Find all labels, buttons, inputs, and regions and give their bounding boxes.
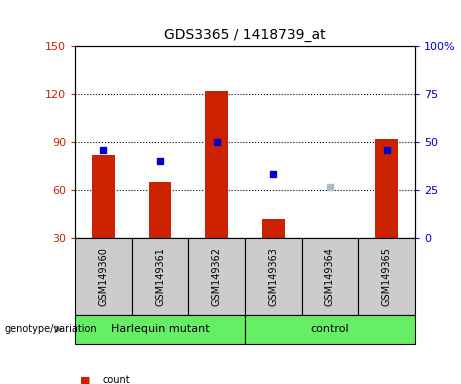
Text: GSM149361: GSM149361	[155, 247, 165, 306]
Bar	[301, 238, 358, 315]
Bar	[319, 238, 341, 282]
Title: GDS3365 / 1418739_at: GDS3365 / 1418739_at	[164, 28, 326, 42]
Bar	[75, 238, 132, 315]
Bar	[92, 155, 115, 238]
Bar	[75, 315, 245, 344]
Text: count: count	[103, 375, 130, 384]
Bar	[245, 238, 301, 315]
Text: genotype/variation: genotype/variation	[5, 324, 97, 334]
Text: GSM149362: GSM149362	[212, 247, 222, 306]
Bar	[149, 182, 171, 238]
Bar	[132, 238, 189, 315]
Bar	[245, 315, 415, 344]
Text: GSM149365: GSM149365	[382, 247, 391, 306]
Bar	[262, 219, 284, 238]
Text: control: control	[311, 324, 349, 334]
Text: GSM149360: GSM149360	[99, 247, 108, 306]
Bar	[358, 238, 415, 315]
Bar	[375, 139, 398, 238]
Text: GSM149363: GSM149363	[268, 247, 278, 306]
Text: ■: ■	[80, 375, 90, 384]
Bar	[189, 238, 245, 315]
Text: GSM149364: GSM149364	[325, 247, 335, 306]
Text: Harlequin mutant: Harlequin mutant	[111, 324, 209, 334]
Bar	[206, 91, 228, 238]
